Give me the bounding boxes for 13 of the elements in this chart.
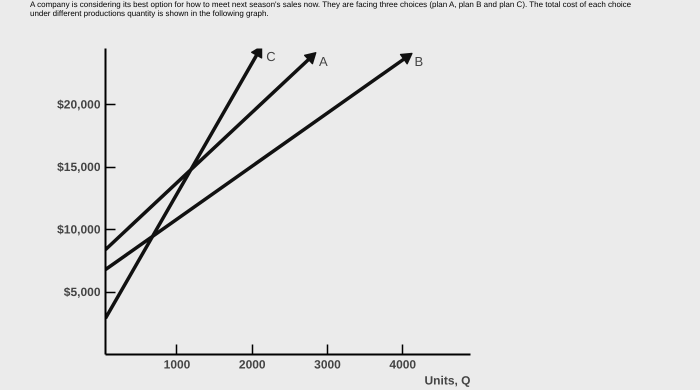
y-tick-label: $5,000	[64, 285, 101, 300]
x-tick-label: 2000	[238, 358, 266, 372]
y-tick-label: $10,000	[57, 222, 101, 237]
series-label: B	[414, 54, 424, 70]
series-label: C	[266, 49, 276, 64]
x-tick-label: 1000	[164, 358, 191, 372]
y-tick-label: $15,000	[57, 160, 101, 174]
series-label: A	[318, 54, 328, 70]
x-tick-label: 3000	[314, 358, 342, 372]
x-axis-title: Units, Q	[424, 374, 471, 388]
x-tick-label: 4000	[389, 358, 416, 372]
y-tick-label: $20,000	[57, 98, 101, 112]
chart-title: A company is considering its best option for how to meet next season's sales now. They are facing three choices (plan A, plan B and plan C). The total cost of each choice under different productions quantity is shown in the following graph.	[30, 0, 632, 18]
